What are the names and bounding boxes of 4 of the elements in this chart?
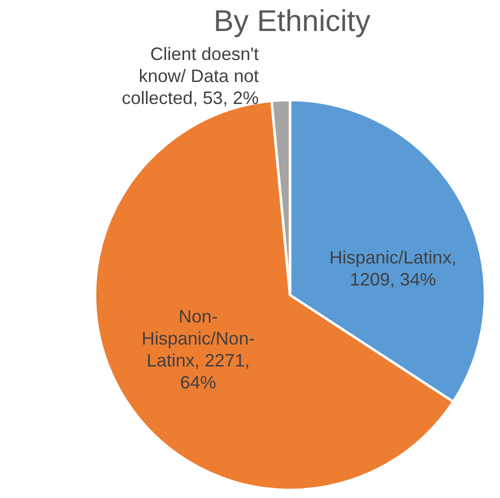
chart-title: By Ethnicity [214, 5, 370, 38]
slice-label: Client doesn't know/ Data not collected, 53, 2% [122, 44, 259, 108]
slice-label: Hispanic/Latinx, 1209, 34% [329, 247, 456, 290]
slice-label: Non-Hispanic/Non-Latinx, 2271, 64% [142, 306, 255, 392]
